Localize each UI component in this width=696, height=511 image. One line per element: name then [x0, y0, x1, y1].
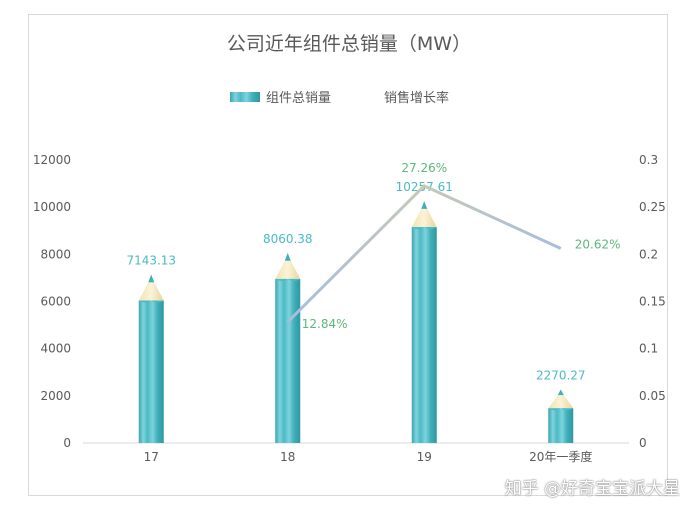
y-left-tick-label: 8000 [40, 247, 71, 261]
bar-pencil-edge [138, 300, 164, 303]
legend: 组件总销量 销售增长率 [230, 90, 449, 106]
y-right-tick-label: 0.25 [639, 200, 666, 214]
bar-pencil-tip [138, 282, 164, 301]
growth-line [286, 184, 562, 323]
bar-pencil-lead [557, 389, 564, 396]
bar-pencil-tip [548, 395, 574, 409]
bar-data-label: 8060.38 [263, 232, 313, 246]
bar-pencil-edge [411, 227, 437, 230]
y-left-tick-label: 10000 [33, 200, 71, 214]
legend-line-label: 销售增长率 [384, 90, 449, 106]
y-right-tick-label: 0 [639, 436, 647, 450]
chart-title: 公司近年组件总销量（MW） [227, 33, 471, 55]
x-tick-label: 19 [417, 450, 432, 464]
legend-bar-label: 组件总销量 [266, 91, 331, 106]
y-right-tick-label: 0.1 [639, 342, 658, 356]
y-left-tick-label: 2000 [40, 389, 71, 403]
y-left-tick-label: 0 [63, 436, 71, 450]
bar-pencil-edge [275, 278, 301, 281]
bar-pencil-tip [275, 260, 301, 279]
bar-pencil-tip [411, 208, 437, 228]
y-left-axis: 0 2000 4000 6000 8000 10000 12000 [33, 153, 71, 450]
y-right-tick-label: 0.2 [639, 247, 658, 261]
y-right-axis: 0 0.05 0.1 0.15 0.2 0.25 0.3 [639, 153, 666, 450]
bar [411, 227, 437, 443]
chart-svg: 公司近年组件总销量（MW） 组件总销量 销售增长率 0 2000 4000 6000 80… [33, 33, 666, 464]
bar [548, 408, 574, 443]
bar [138, 300, 164, 443]
y-right-tick-label: 0.3 [639, 153, 658, 167]
chart-frame: 公司近年组件总销量（MW） 组件总销量 销售增长率 0 2000 4000 6000 80… [28, 14, 668, 496]
x-axis: 17 18 19 20年一季度 [144, 449, 593, 464]
bar-pencil-lead [421, 201, 428, 209]
y-left-tick-label: 6000 [40, 295, 71, 309]
bar [275, 278, 301, 443]
bar-pencil-edge [548, 408, 574, 411]
line-data-label: 12.84% [302, 317, 348, 331]
line-data-label: 27.26% [401, 161, 447, 175]
bar-pencil-lead [284, 252, 291, 261]
x-tick-label: 18 [280, 450, 295, 464]
x-tick-label: 17 [144, 450, 159, 464]
bar-pencil-lead [148, 274, 155, 283]
y-right-tick-label: 0.15 [639, 295, 666, 309]
y-left-tick-label: 12000 [33, 153, 71, 167]
bar-data-label: 7143.13 [126, 254, 176, 268]
line-series: 12.84% 27.26% 20.62% [286, 161, 621, 331]
watermark: 知乎 @好奇宝宝派大星 [504, 479, 680, 499]
y-right-tick-label: 0.05 [639, 389, 666, 403]
y-left-tick-label: 4000 [40, 342, 71, 356]
bar-data-label: 2270.27 [536, 368, 586, 382]
line-data-label: 20.62% [575, 237, 621, 251]
x-tick-label: 20年一季度 [529, 449, 592, 464]
legend-bar-swatch [230, 92, 260, 102]
